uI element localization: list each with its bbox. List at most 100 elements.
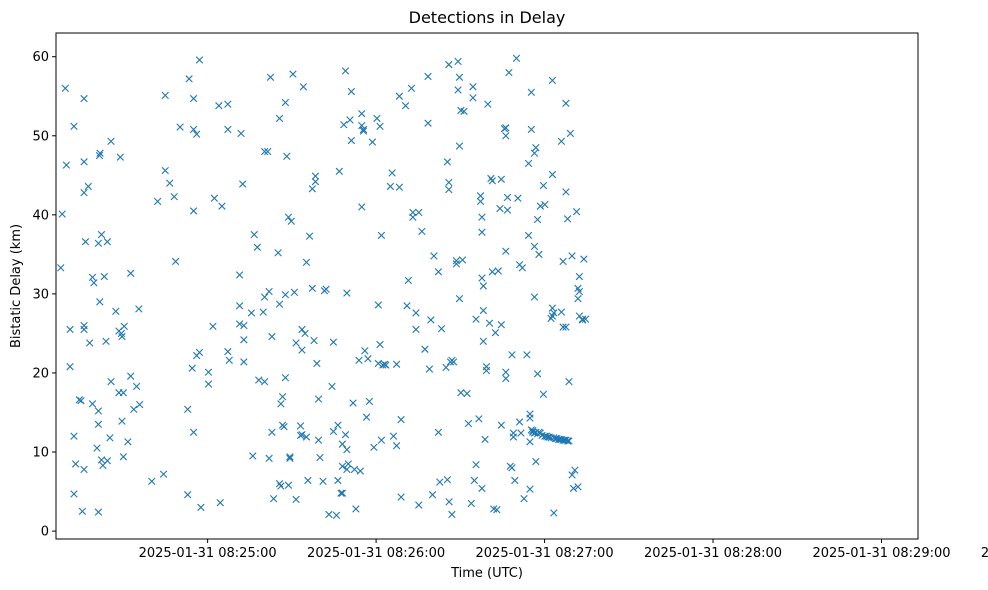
data-point: [356, 467, 365, 475]
data-point: [484, 100, 492, 108]
data-point: [449, 358, 458, 366]
data-point: [412, 325, 420, 334]
data-point: [298, 430, 306, 439]
data-point: [240, 358, 248, 366]
data-point: [361, 347, 369, 355]
data-point: [425, 365, 434, 373]
data-point: [412, 309, 420, 317]
data-point: [344, 460, 352, 468]
data-point: [365, 397, 374, 406]
data-point: [195, 348, 204, 357]
data-point: [70, 490, 78, 498]
data-point: [265, 454, 273, 463]
data-point: [469, 94, 477, 102]
data-point: [126, 372, 135, 380]
data-point: [118, 332, 126, 341]
data-point: [454, 86, 462, 94]
y-tick-label: 50: [32, 129, 49, 144]
data-point: [548, 304, 557, 312]
x-tick-label: 2025-01-31 08:27:00: [476, 546, 614, 561]
data-point: [530, 149, 539, 157]
plot-frame: [55, 32, 919, 540]
data-point: [424, 72, 432, 81]
data-point: [434, 268, 443, 276]
y-axis-title: Bistatic Delay (km): [9, 224, 24, 348]
data-point: [135, 305, 143, 313]
data-point: [532, 143, 540, 152]
data-point: [277, 400, 285, 408]
data-point: [240, 336, 248, 344]
data-point: [581, 315, 590, 323]
data-point: [386, 182, 395, 191]
data-point: [249, 452, 257, 460]
data-point: [260, 147, 269, 156]
data-point: [362, 413, 371, 421]
data-point: [302, 258, 311, 266]
data-point: [302, 433, 311, 441]
data-point: [452, 260, 461, 268]
data-point: [427, 316, 435, 324]
data-point: [235, 302, 244, 310]
data-point: [70, 122, 78, 130]
data-point: [62, 161, 71, 169]
data-point: [284, 213, 293, 221]
data-point: [71, 460, 80, 468]
data-point: [286, 453, 294, 461]
data-point: [370, 443, 378, 451]
data-point: [437, 325, 446, 333]
data-point: [322, 285, 330, 293]
data-point: [341, 430, 350, 439]
data-point: [283, 152, 291, 161]
data-point: [280, 423, 288, 431]
data-point: [430, 252, 438, 260]
data-point: [514, 194, 522, 202]
data-point: [332, 511, 341, 519]
data-point: [533, 370, 542, 378]
data-point: [80, 465, 88, 474]
data-point: [197, 503, 205, 512]
data-point: [460, 107, 468, 115]
data-point: [563, 437, 572, 445]
data-point: [308, 284, 317, 293]
data-point: [565, 377, 573, 386]
data-point: [548, 170, 557, 179]
data-point: [292, 339, 300, 347]
data-point: [350, 465, 359, 474]
x-tick-label: 2025-01-31 08:25:00: [139, 546, 277, 561]
data-point: [335, 167, 343, 176]
data-point: [310, 336, 318, 345]
data-point: [188, 364, 196, 372]
y-tick-label: 20: [32, 366, 49, 381]
data-point: [95, 151, 104, 160]
data-point: [124, 438, 132, 446]
data-point: [84, 182, 92, 191]
data-point: [80, 325, 88, 334]
data-point: [247, 309, 256, 317]
data-point: [75, 396, 83, 404]
data-point: [218, 202, 226, 210]
data-point: [448, 510, 456, 519]
data-point: [418, 227, 426, 236]
data-point: [260, 377, 269, 386]
data-point: [240, 321, 248, 330]
data-point: [502, 247, 510, 255]
data-point: [497, 421, 506, 429]
data-point: [346, 116, 354, 124]
data-point: [274, 249, 282, 257]
data-point: [329, 427, 338, 436]
data-point: [376, 122, 384, 130]
data-point: [269, 494, 278, 503]
data-point: [281, 291, 290, 299]
data-point: [376, 340, 384, 349]
data-point: [395, 92, 404, 100]
data-point: [338, 440, 347, 448]
data-point: [523, 351, 531, 359]
data-point: [204, 368, 213, 376]
data-point: [464, 419, 473, 428]
data-point: [329, 338, 338, 346]
data-point: [304, 476, 312, 485]
data-point: [126, 269, 135, 278]
data-point: [436, 478, 444, 486]
data-point: [58, 210, 66, 218]
